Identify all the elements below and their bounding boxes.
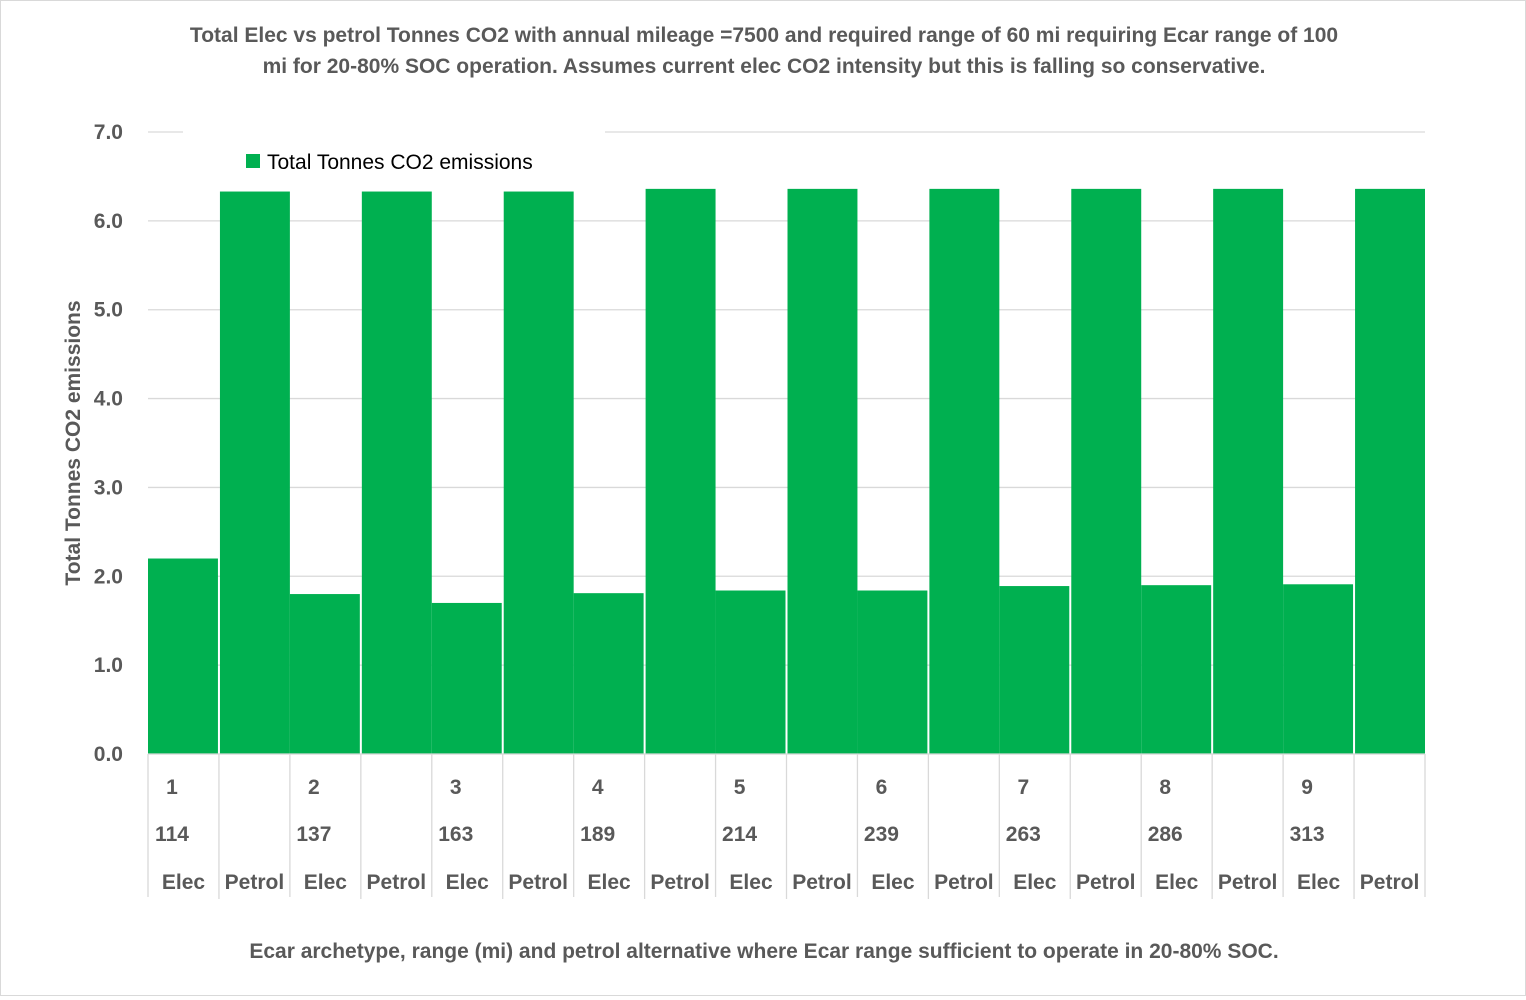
category-range-label: 214: [722, 823, 757, 846]
y-tick-label: 7.0: [94, 121, 123, 144]
bar-petrol: [1355, 188, 1425, 754]
y-tick-label: 3.0: [94, 476, 123, 499]
bar-petrol: [1071, 188, 1142, 754]
y-axis-ticks: 0.0 1.0 2.0 3.0 4.0 5.0 6.0 7.0: [94, 121, 123, 766]
legend-marker: [246, 154, 260, 168]
y-tick-label: 2.0: [94, 565, 123, 588]
bar-elec: [431, 602, 502, 754]
category-archetype-label: 9: [1301, 776, 1313, 799]
y-tick-label: 4.0: [94, 388, 123, 411]
category-petrol-label: Petrol: [1218, 871, 1278, 894]
bar-petrol: [219, 191, 290, 754]
bar-elec: [857, 590, 928, 754]
x-axis-title: Ecar archetype, range (mi) and petrol al…: [249, 940, 1278, 963]
bar-petrol: [361, 191, 432, 754]
category-petrol-label: Petrol: [225, 871, 285, 894]
bar-elec: [148, 558, 218, 754]
category-archetype-label: 5: [734, 776, 746, 799]
category-archetype-label: 1: [166, 776, 178, 799]
bar-petrol: [1213, 188, 1284, 754]
category-elec-label: Elec: [1297, 871, 1341, 894]
category-petrol-label: Petrol: [508, 871, 568, 894]
bar-petrol: [645, 188, 716, 754]
y-tick-label: 6.0: [94, 210, 123, 233]
category-archetype-label: 4: [592, 776, 604, 799]
category-elec-label: Elec: [304, 871, 348, 894]
category-petrol-label: Petrol: [650, 871, 710, 894]
category-elec-label: Elec: [446, 871, 490, 894]
bar-elec: [289, 594, 360, 754]
category-petrol-label: Petrol: [934, 871, 994, 894]
x-axis-categories: 1 114 Elec Petrol 2 137 Elec Petrol 3 163 Elec Petr…: [147, 753, 1426, 899]
y-tick-label: 0.0: [94, 743, 123, 766]
category-range-label: 286: [1148, 823, 1183, 846]
bar-petrol: [503, 191, 574, 754]
category-petrol-label: Petrol: [792, 871, 852, 894]
category-elec-label: Elec: [729, 871, 773, 894]
category-range-label: 313: [1290, 823, 1325, 846]
y-axis-title: Total Tonnes CO2 emissions: [62, 300, 85, 585]
category-archetype-label: 7: [1017, 776, 1029, 799]
category-petrol-label: Petrol: [1360, 871, 1420, 894]
bar-elec: [999, 586, 1070, 754]
chart-title-line-2: mi for 20-80% SOC operation. Assumes cur…: [263, 55, 1266, 78]
category-petrol-label: Petrol: [367, 871, 427, 894]
bar-elec: [715, 590, 786, 754]
category-archetype-label: 2: [308, 776, 320, 799]
gridlines: [148, 131, 1425, 755]
category-archetype-label: 6: [876, 776, 888, 799]
chart-title-line-1: Total Elec vs petrol Tonnes CO2 with ann…: [190, 24, 1338, 47]
category-elec-label: Elec: [871, 871, 915, 894]
bar-elec: [1141, 585, 1212, 754]
bars: [148, 188, 1425, 754]
category-range-label: 137: [296, 823, 331, 846]
category-range-label: 189: [580, 823, 615, 846]
bar-petrol: [929, 188, 1000, 754]
category-elec-label: Elec: [588, 871, 632, 894]
category-range-label: 163: [438, 823, 473, 846]
category-archetype-label: 8: [1159, 776, 1171, 799]
category-petrol-label: Petrol: [1076, 871, 1136, 894]
category-elec-label: Elec: [1155, 871, 1199, 894]
bar-elec: [573, 593, 644, 754]
category-range-label: 263: [1006, 823, 1041, 846]
category-elec-label: Elec: [1013, 871, 1057, 894]
category-range-label: 114: [155, 823, 189, 846]
bar-elec: [1283, 584, 1354, 754]
category-range-label: 239: [864, 823, 899, 846]
category-elec-label: Elec: [162, 871, 206, 894]
legend-label: Total Tonnes CO2 emissions: [267, 151, 533, 174]
legend-background: [183, 111, 605, 161]
bar-petrol: [787, 188, 858, 754]
category-archetype-label: 3: [450, 776, 462, 799]
y-tick-label: 1.0: [94, 654, 123, 677]
y-tick-label: 5.0: [94, 299, 123, 322]
